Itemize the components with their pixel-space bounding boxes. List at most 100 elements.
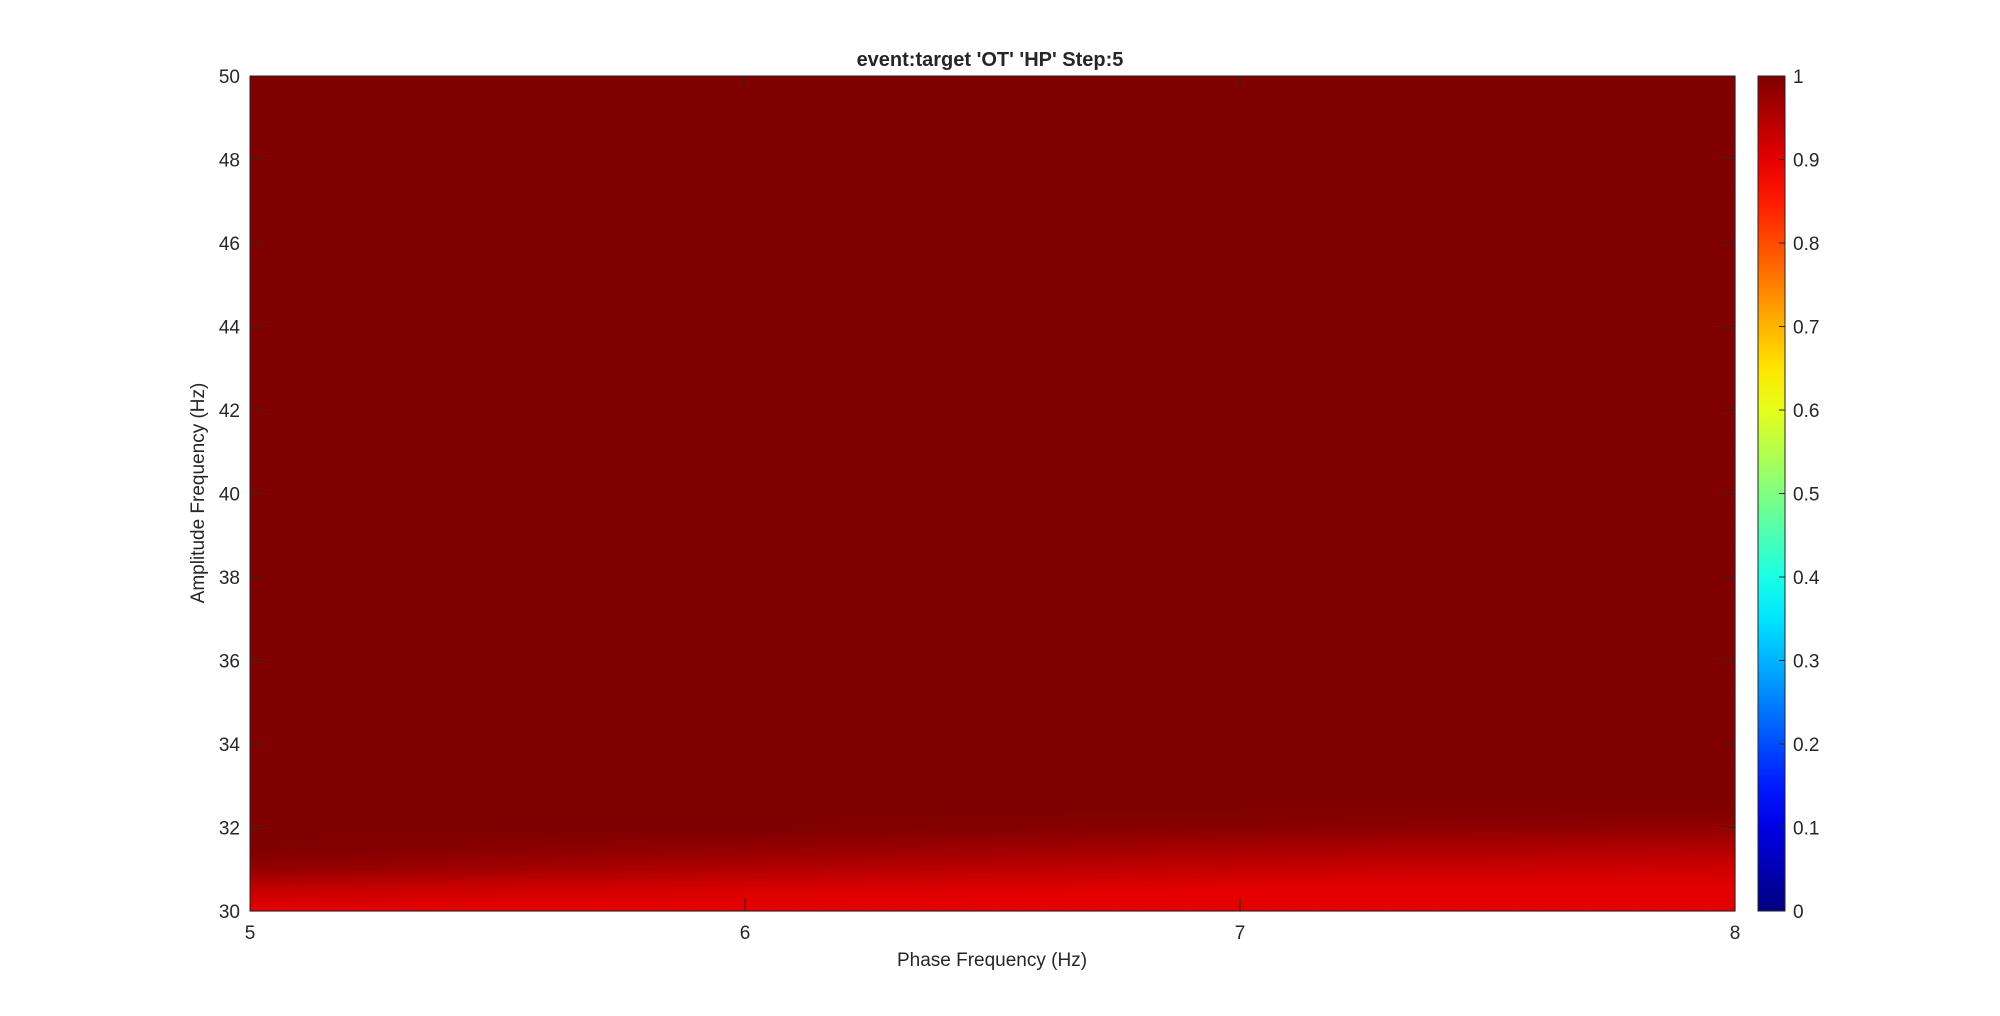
heatmap-cell bbox=[398, 673, 424, 678]
heatmap-cell bbox=[1066, 718, 1093, 724]
heatmap-cell bbox=[472, 622, 499, 628]
heatmap-cell bbox=[1586, 898, 1612, 904]
heatmap-cell bbox=[1586, 835, 1612, 841]
heatmap-cell bbox=[1116, 589, 1142, 595]
heatmap-cell bbox=[1462, 890, 1489, 895]
heatmap-cell bbox=[670, 589, 697, 595]
heatmap-cell bbox=[250, 614, 276, 620]
heatmap-cell bbox=[695, 635, 721, 641]
heatmap-cell bbox=[819, 564, 845, 570]
heatmap-cell bbox=[918, 685, 944, 691]
heatmap-cell bbox=[1240, 840, 1266, 845]
heatmap-cell bbox=[1116, 848, 1142, 854]
heatmap-cell bbox=[250, 798, 276, 804]
heatmap-cell bbox=[1289, 739, 1315, 745]
heatmap-cell bbox=[621, 572, 647, 578]
heatmap-cell bbox=[1165, 610, 1192, 616]
heatmap-cell bbox=[621, 589, 647, 595]
heatmap-cell bbox=[274, 898, 301, 904]
heatmap-cell bbox=[596, 618, 622, 624]
heatmap-cell bbox=[621, 906, 647, 912]
heatmap-cell bbox=[1339, 906, 1365, 912]
heatmap-cell bbox=[547, 639, 573, 645]
heatmap-cell bbox=[918, 639, 944, 645]
heatmap-cell bbox=[596, 885, 622, 891]
heatmap-cell bbox=[1537, 840, 1563, 845]
heatmap-cell bbox=[1042, 806, 1068, 812]
heatmap-cell bbox=[893, 698, 919, 703]
heatmap-cell bbox=[621, 764, 647, 770]
heatmap-cell bbox=[1116, 802, 1142, 808]
heatmap-cell bbox=[571, 622, 598, 628]
heatmap-cell bbox=[1487, 748, 1513, 753]
heatmap-cell bbox=[299, 723, 325, 728]
heatmap-cell bbox=[1586, 568, 1612, 574]
heatmap-cell bbox=[1339, 764, 1365, 770]
heatmap-cell bbox=[349, 718, 375, 724]
heatmap-cell bbox=[1537, 773, 1563, 778]
heatmap-cell bbox=[621, 673, 647, 678]
heatmap-cell bbox=[1017, 647, 1043, 653]
heatmap-cell bbox=[943, 593, 969, 599]
heatmap-cell bbox=[1512, 885, 1538, 891]
heatmap-cell bbox=[769, 840, 796, 845]
heatmap-cell bbox=[1190, 602, 1216, 607]
heatmap-cell bbox=[324, 610, 350, 616]
heatmap-cell bbox=[893, 610, 919, 616]
heatmap-cell bbox=[423, 677, 449, 682]
heatmap-cell bbox=[1141, 794, 1167, 799]
heatmap-cell bbox=[1165, 798, 1192, 804]
heatmap-cell bbox=[992, 581, 1018, 586]
heatmap-cell bbox=[1363, 898, 1390, 904]
heatmap-cell bbox=[1264, 840, 1291, 845]
heatmap-cell bbox=[1586, 602, 1612, 607]
heatmap-cell bbox=[1264, 744, 1291, 749]
heatmap-cell bbox=[1264, 568, 1291, 574]
heatmap-cell bbox=[844, 681, 870, 687]
heatmap-cell bbox=[250, 622, 276, 628]
heatmap-cell bbox=[1388, 660, 1414, 666]
heatmap-cell bbox=[423, 794, 449, 799]
heatmap-cell bbox=[497, 877, 523, 883]
heatmap-cell bbox=[349, 840, 375, 845]
heatmap-cell bbox=[868, 564, 895, 570]
heatmap-cell bbox=[448, 906, 474, 912]
heatmap-cell bbox=[1685, 773, 1711, 778]
heatmap-cell bbox=[1438, 656, 1464, 662]
heatmap-cell bbox=[1339, 769, 1365, 774]
heatmap-cell bbox=[769, 635, 796, 641]
heatmap-cell bbox=[1388, 568, 1414, 574]
heatmap-cell bbox=[1042, 702, 1068, 708]
heatmap-cell bbox=[794, 748, 820, 753]
heatmap-cell bbox=[1487, 639, 1513, 645]
heatmap-cell bbox=[349, 885, 375, 891]
heatmap-cell bbox=[1388, 827, 1414, 833]
heatmap-cell bbox=[1561, 744, 1588, 749]
heatmap-cell bbox=[720, 806, 746, 812]
heatmap-cell bbox=[423, 835, 449, 841]
heatmap-cell bbox=[1190, 606, 1216, 611]
heatmap-cell bbox=[1240, 794, 1266, 799]
heatmap-cell bbox=[522, 606, 548, 611]
heatmap-cell bbox=[1660, 852, 1687, 858]
heatmap-cell bbox=[893, 789, 919, 795]
heatmap-cell bbox=[1512, 848, 1538, 854]
heatmap-cell bbox=[1141, 810, 1167, 816]
heatmap-cell bbox=[1710, 869, 1736, 875]
heatmap-cell bbox=[670, 777, 697, 783]
heatmap-cell bbox=[769, 593, 796, 599]
heatmap-cell bbox=[1091, 906, 1117, 912]
heatmap-cell bbox=[274, 614, 301, 620]
heatmap-cell bbox=[299, 610, 325, 616]
heatmap-cell bbox=[1660, 789, 1687, 795]
heatmap-cell bbox=[423, 894, 449, 900]
heatmap-cell bbox=[745, 735, 771, 741]
heatmap-cell bbox=[967, 764, 994, 770]
heatmap-cell bbox=[1438, 706, 1464, 712]
heatmap-cell bbox=[448, 789, 474, 795]
heatmap-cell bbox=[967, 785, 994, 791]
heatmap-cell bbox=[646, 748, 672, 753]
heatmap-cell bbox=[1141, 698, 1167, 703]
heatmap-cell bbox=[1339, 706, 1365, 712]
heatmap-cell bbox=[745, 823, 771, 829]
